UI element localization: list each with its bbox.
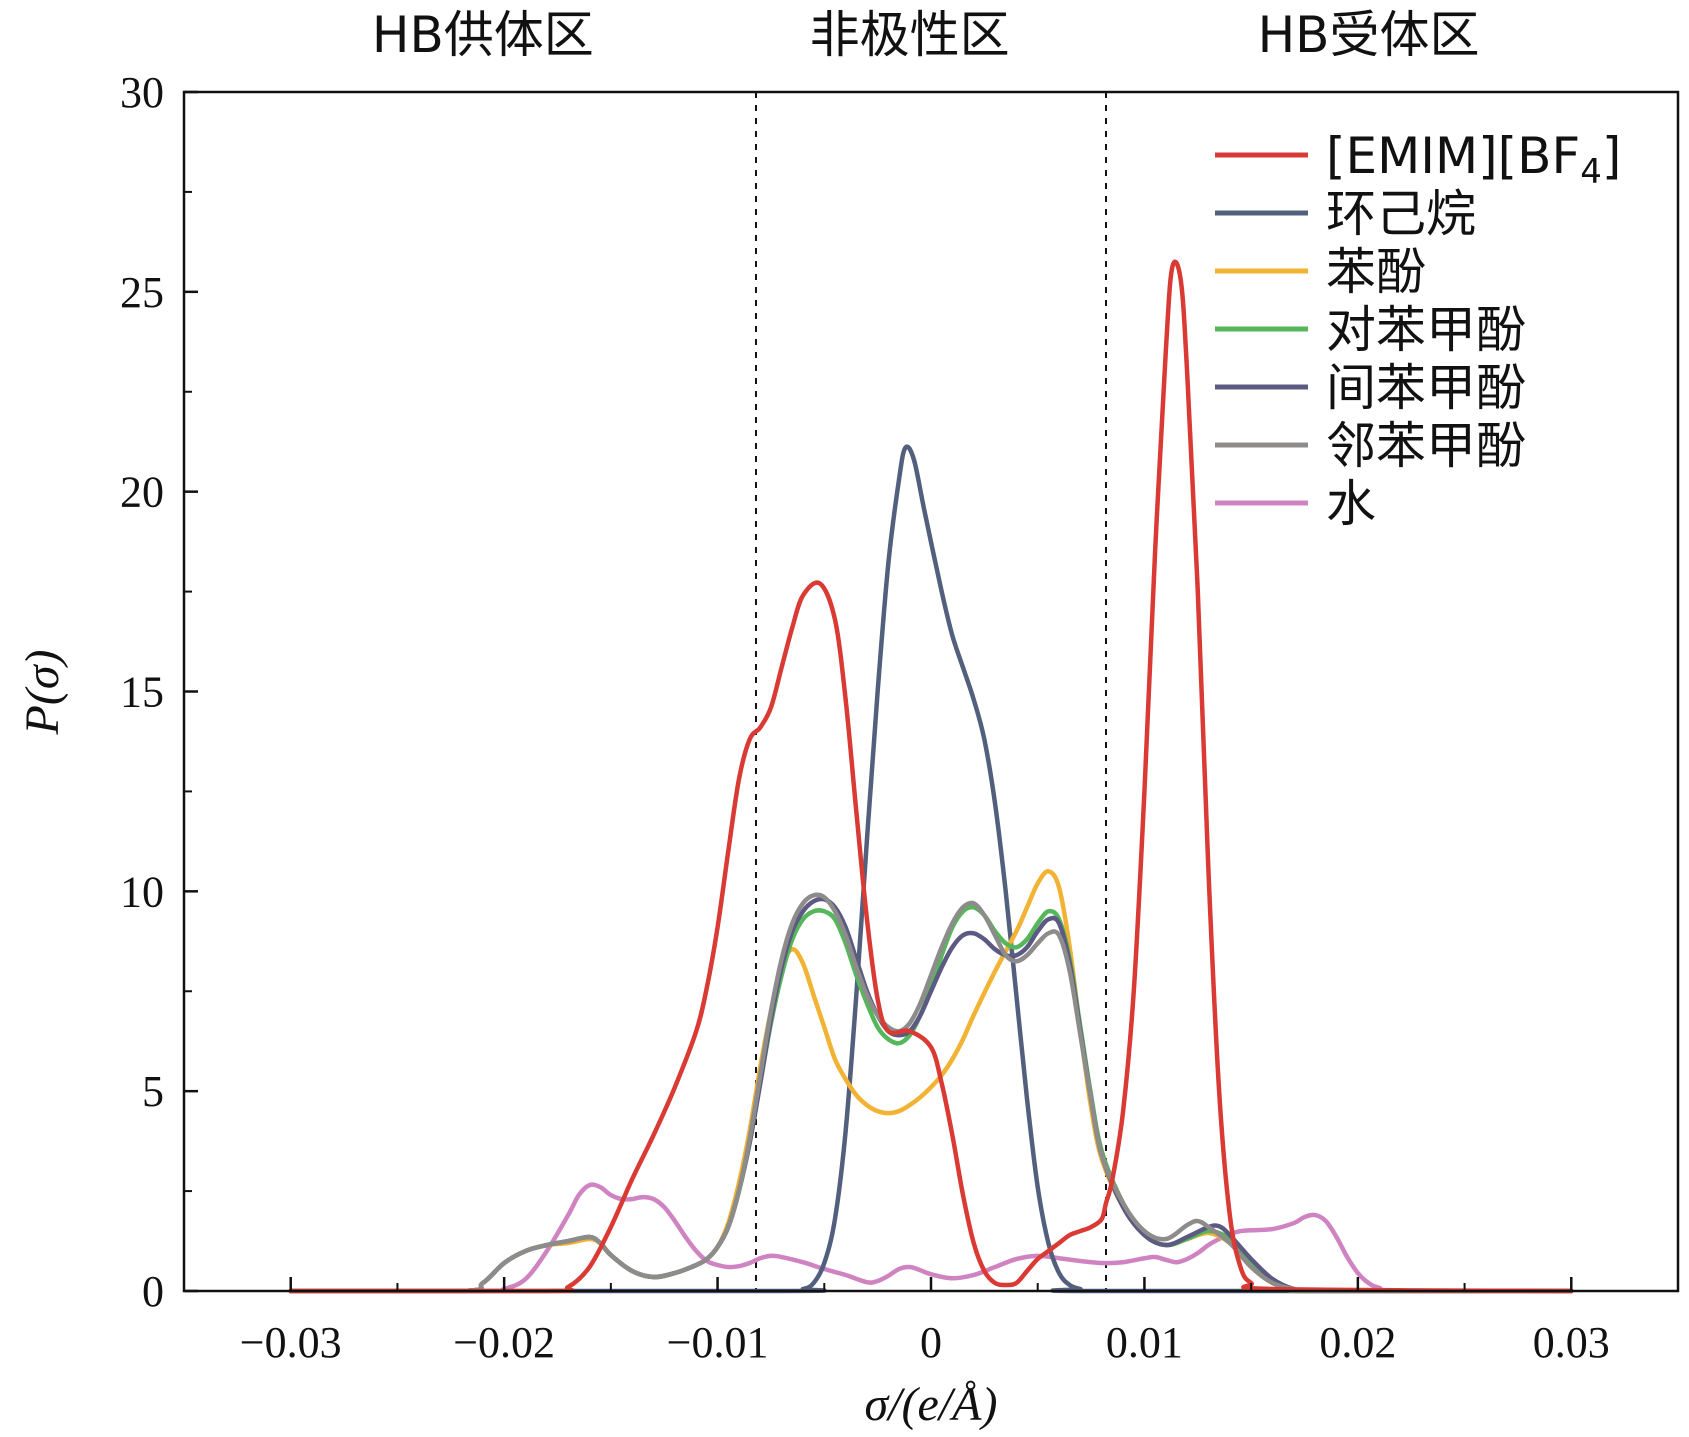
- y-tick-label-6: 30: [120, 68, 164, 117]
- series-line-1: [288, 444, 1574, 1294]
- series-line-4: [288, 896, 1574, 1294]
- region-labels: HB供体区 非极性区 HB受体区: [372, 6, 1480, 64]
- plot-frame: [182, 90, 1680, 1293]
- x-tick-label-4: 0.01: [1106, 1318, 1183, 1367]
- region-label-2: HB受体区: [1258, 6, 1480, 64]
- x-tick-label-2: −0.01: [667, 1318, 769, 1367]
- x-tick-label-6: 0.03: [1533, 1318, 1610, 1367]
- y-tick-label-1: 5: [142, 1067, 164, 1116]
- series-line-0: [288, 259, 1574, 1294]
- series-line-3: [288, 904, 1574, 1294]
- x-tick-label-3: 0: [920, 1318, 942, 1367]
- series-line-2: [288, 869, 1574, 1294]
- series-line-5: [288, 892, 1574, 1294]
- legend-label-5: 邻苯甲酚: [1326, 417, 1526, 475]
- y-axis: 0 5 10 15 20 25 30: [120, 68, 198, 1316]
- series-lines: [288, 259, 1574, 1294]
- x-axis-title: σ/(e/Å): [865, 1378, 998, 1431]
- x-tick-label-5: 0.02: [1319, 1318, 1396, 1367]
- y-tick-label-3: 15: [120, 668, 164, 717]
- y-tick-label-4: 20: [120, 468, 164, 517]
- legend-label-0: [EMIM][BF4]: [1326, 127, 1621, 192]
- region-label-1: 非极性区: [810, 6, 1010, 64]
- x-tick-label-0: −0.03: [240, 1318, 342, 1367]
- legend-label-2: 苯酚: [1326, 243, 1426, 301]
- legend-label-6: 水: [1326, 475, 1376, 533]
- y-tick-label-0: 0: [142, 1267, 164, 1316]
- y-tick-label-2: 10: [120, 867, 164, 916]
- x-axis: −0.03 −0.02 −0.01 0 0.01 0.02 0.03: [183, 1277, 1610, 1367]
- region-label-0: HB供体区: [372, 6, 594, 64]
- legend-label-4: 间苯甲酚: [1326, 359, 1526, 417]
- x-tick-label-1: −0.02: [453, 1318, 555, 1367]
- legend-label-3: 对苯甲酚: [1326, 301, 1526, 359]
- legend-label-1: 环己烷: [1326, 185, 1476, 243]
- region-dividers: [754, 92, 1108, 1291]
- series-line-6: [288, 1182, 1574, 1294]
- y-axis-title: P(σ): [16, 650, 69, 736]
- y-tick-label-5: 25: [120, 268, 164, 317]
